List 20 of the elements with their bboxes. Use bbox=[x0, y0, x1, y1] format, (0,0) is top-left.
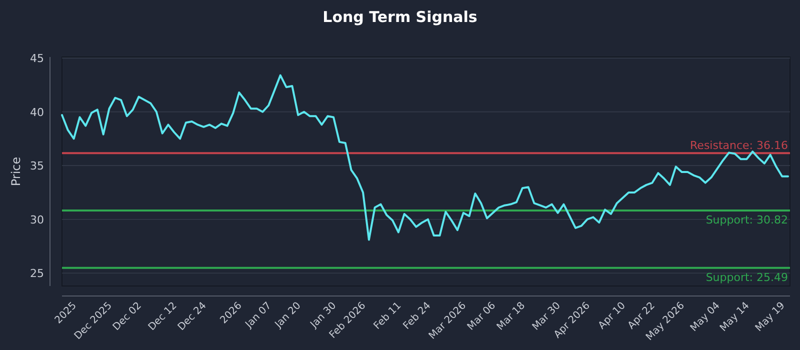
x-tick-label: Mar 06 bbox=[466, 300, 498, 333]
y-tick-label: 30 bbox=[30, 213, 44, 226]
y-tick-label: 25 bbox=[30, 267, 44, 280]
x-tick-label: Dec 02 bbox=[111, 300, 144, 334]
y-tick-label: 45 bbox=[30, 52, 44, 66]
x-tick-label: Apr 10 bbox=[596, 300, 628, 332]
ref-line-label: Support: 25.49 bbox=[706, 270, 788, 284]
y-tick-label: 40 bbox=[30, 106, 44, 119]
x-tick-label: Mar 18 bbox=[495, 300, 528, 333]
ref-line-label: Support: 30.82 bbox=[706, 214, 788, 227]
y-axis-title: Price bbox=[9, 156, 23, 186]
x-tick-label: Jan 20 bbox=[272, 300, 304, 331]
chart-title: Long Term Signals bbox=[322, 8, 478, 26]
ref-line-label: Resistance: 36.16 bbox=[690, 139, 788, 152]
x-tick-label: Jan 07 bbox=[243, 300, 274, 331]
line-series bbox=[61, 74, 789, 241]
y-tick-label: 35 bbox=[30, 160, 44, 173]
x-tick-label: Feb 11 bbox=[372, 300, 404, 332]
x-tick-label: Feb 24 bbox=[402, 300, 434, 332]
x-tick-label: Dec 24 bbox=[176, 300, 209, 334]
